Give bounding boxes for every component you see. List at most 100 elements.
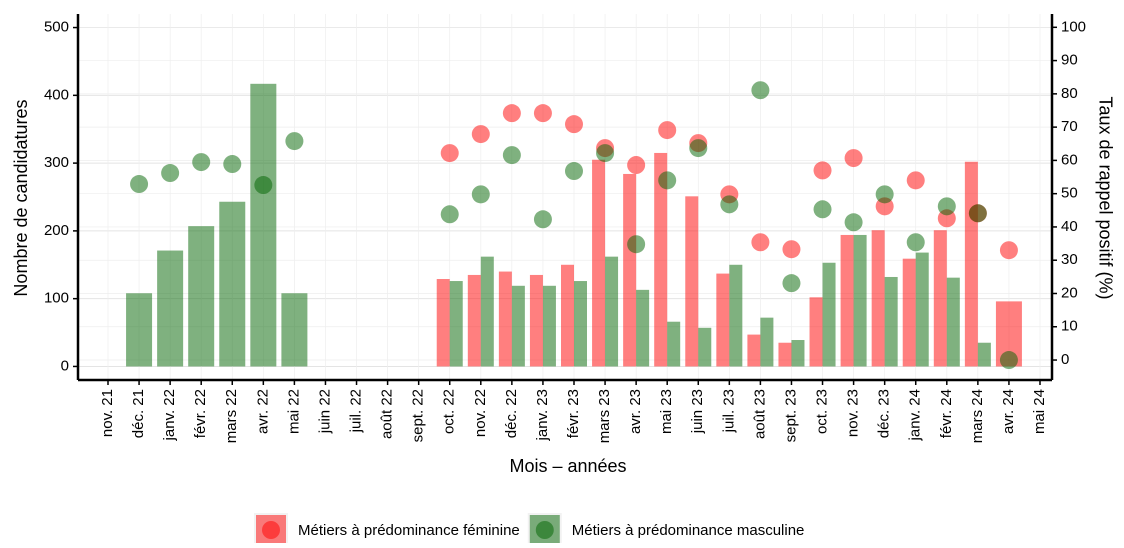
y2-tick-label: 90 (1061, 52, 1078, 69)
bar (977, 342, 991, 367)
rate-point (751, 81, 770, 100)
y-tick-label: 300 (44, 154, 69, 171)
bar (809, 297, 823, 367)
x-tick-label: janv. 22 (161, 389, 178, 441)
bar (871, 230, 885, 367)
rate-point (565, 162, 583, 181)
x-tick-label: févr. 24 (938, 389, 955, 438)
bar (698, 327, 712, 367)
x-tick-label: avr. 22 (254, 389, 271, 434)
bar (605, 256, 619, 367)
rate-point (751, 233, 770, 252)
x-tick-label: déc. 22 (503, 389, 520, 438)
rate-point (471, 125, 490, 144)
bar (760, 317, 774, 367)
x-tick-label: mars 23 (596, 389, 613, 443)
bar (933, 230, 947, 367)
rate-point (627, 156, 646, 175)
bar (511, 285, 525, 367)
bar (188, 226, 215, 367)
bar (778, 342, 792, 367)
legend-label: Métiers à prédominance féminine (298, 522, 520, 539)
bar (902, 258, 916, 367)
x-tick-label: oct. 22 (441, 389, 458, 434)
y2-tick-label: 80 (1061, 85, 1078, 102)
bar (884, 276, 898, 367)
rate-point (502, 104, 521, 123)
y-tick-label: 400 (44, 86, 69, 103)
y-tick-label: 500 (44, 19, 69, 36)
rate-point (906, 171, 925, 190)
x-tick-label: nov. 21 (99, 389, 116, 437)
rate-point (782, 240, 801, 259)
x-tick-label: févr. 22 (192, 389, 209, 438)
legend-label: Métiers à prédominance masculine (572, 522, 805, 539)
rate-point (875, 185, 894, 204)
rate-point (937, 197, 956, 216)
bar (791, 340, 805, 367)
x-tick-label: janv. 24 (907, 389, 924, 441)
x-tick-label: mars 22 (223, 389, 240, 443)
rate-point (130, 175, 149, 194)
y2-tick-label: 0 (1061, 351, 1069, 368)
x-axis-title: Mois – années (509, 456, 626, 476)
bar (654, 152, 668, 367)
y-tick-label: 200 (44, 222, 69, 239)
x-tick-label: mai 23 (658, 389, 675, 434)
rate-point (844, 149, 863, 168)
y2-tick-label: 30 (1061, 251, 1078, 268)
x-tick-label: août 23 (751, 389, 768, 439)
y-tick-label: 0 (61, 357, 69, 374)
x-tick-label: mai 24 (1031, 389, 1048, 434)
bar (964, 161, 978, 367)
bar (915, 252, 929, 367)
rate-point (782, 274, 801, 293)
bar (498, 271, 512, 367)
rate-point (627, 235, 646, 254)
bar (716, 273, 730, 367)
x-tick-label: déc. 23 (876, 389, 893, 438)
rate-point (471, 185, 490, 204)
x-tick-label: mars 24 (969, 389, 986, 443)
y2-tick-label: 20 (1061, 284, 1078, 301)
rate-point (533, 210, 552, 229)
bar (840, 234, 854, 367)
bar (623, 173, 637, 367)
x-tick-label: nov. 23 (845, 389, 862, 437)
y2-tick-label: 70 (1061, 118, 1078, 135)
y-axis-title: Nombre de candidatures (11, 99, 31, 296)
rate-point (440, 144, 459, 163)
x-tick-label: sept. 22 (410, 389, 427, 442)
x-tick-label: mai 22 (285, 389, 302, 434)
rate-point (192, 153, 211, 172)
bar (219, 201, 246, 367)
bar (592, 159, 606, 367)
rate-point (596, 144, 615, 163)
y2-axis-title: Taux de rappel positif (%) (1095, 96, 1115, 299)
x-tick-label: juil. 23 (720, 389, 737, 433)
rate-point (161, 164, 180, 183)
rate-point (658, 121, 677, 140)
bar (747, 334, 761, 367)
bar (685, 196, 699, 367)
bar (126, 293, 153, 367)
y2-tick-label: 40 (1061, 218, 1078, 235)
rate-point (813, 200, 832, 219)
bar (250, 83, 277, 367)
y2-tick-label: 60 (1061, 151, 1078, 168)
rate-point (844, 213, 863, 232)
bar (542, 285, 556, 367)
rate-point (440, 205, 459, 224)
bar (157, 250, 184, 367)
rate-point (906, 233, 925, 252)
rate-point (813, 161, 832, 180)
bar (281, 293, 308, 367)
rate-point (254, 176, 273, 195)
y2-tick-label: 100 (1061, 18, 1086, 35)
bar (729, 264, 743, 367)
x-tick-label: avr. 24 (1000, 389, 1017, 434)
rate-point (502, 146, 521, 165)
rate-point (999, 241, 1018, 260)
rate-point (999, 351, 1018, 370)
